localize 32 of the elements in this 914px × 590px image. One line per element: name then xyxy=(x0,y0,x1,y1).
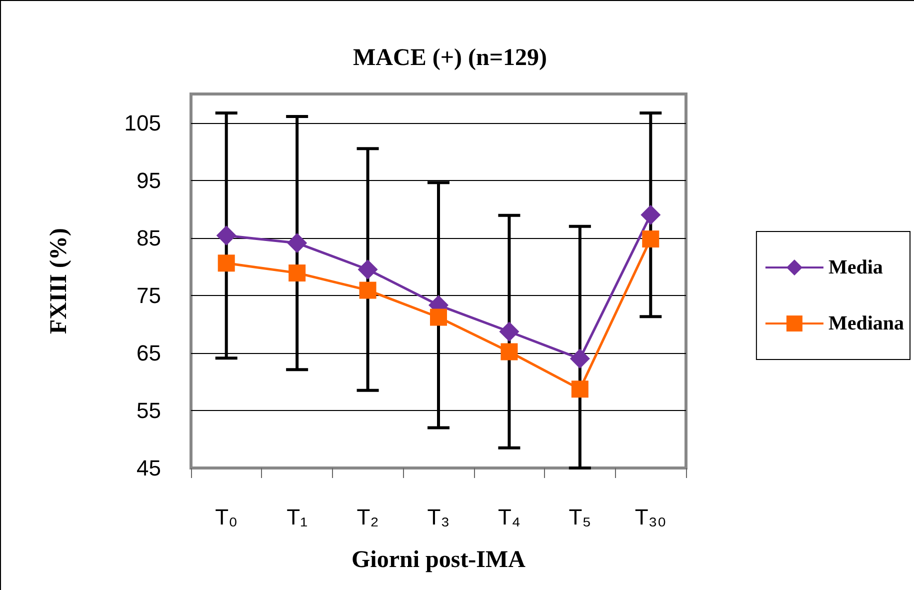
point xyxy=(218,254,235,272)
y-tick-label: 85 xyxy=(136,225,161,250)
x-tick-label: T₃ xyxy=(427,504,450,530)
x-tick-label: T₁ xyxy=(286,504,308,530)
point xyxy=(430,308,447,326)
y-tick-label: 45 xyxy=(136,456,161,480)
x-tick-label: T₃₀ xyxy=(634,504,666,530)
point xyxy=(570,348,590,369)
y-tick-label: 95 xyxy=(136,168,161,193)
x-tick-label: T₂ xyxy=(356,504,379,530)
point xyxy=(288,264,306,282)
point xyxy=(571,380,588,398)
legend-label: Media xyxy=(828,256,883,278)
point xyxy=(287,233,308,254)
y-tick-label: 105 xyxy=(124,110,161,136)
y-tick-label: 65 xyxy=(136,340,161,366)
point xyxy=(358,259,378,280)
point xyxy=(499,322,520,342)
point xyxy=(500,343,518,360)
chart-title: MACE (+) (n=129) xyxy=(353,45,547,71)
y-tick-label: 55 xyxy=(136,398,161,423)
point xyxy=(359,282,376,299)
x-axis-title: Giorni post-IMA xyxy=(352,547,526,573)
point xyxy=(642,230,660,248)
x-tick-label: T₀ xyxy=(215,504,238,530)
y-axis-title: FXIII (%) xyxy=(46,228,72,334)
x-tick-label: T₄ xyxy=(498,504,520,530)
x-tick-label: T₅ xyxy=(568,504,592,530)
legend-label: Mediana xyxy=(828,312,904,334)
point xyxy=(640,204,661,225)
point xyxy=(216,226,236,246)
y-tick-label: 75 xyxy=(136,282,161,308)
